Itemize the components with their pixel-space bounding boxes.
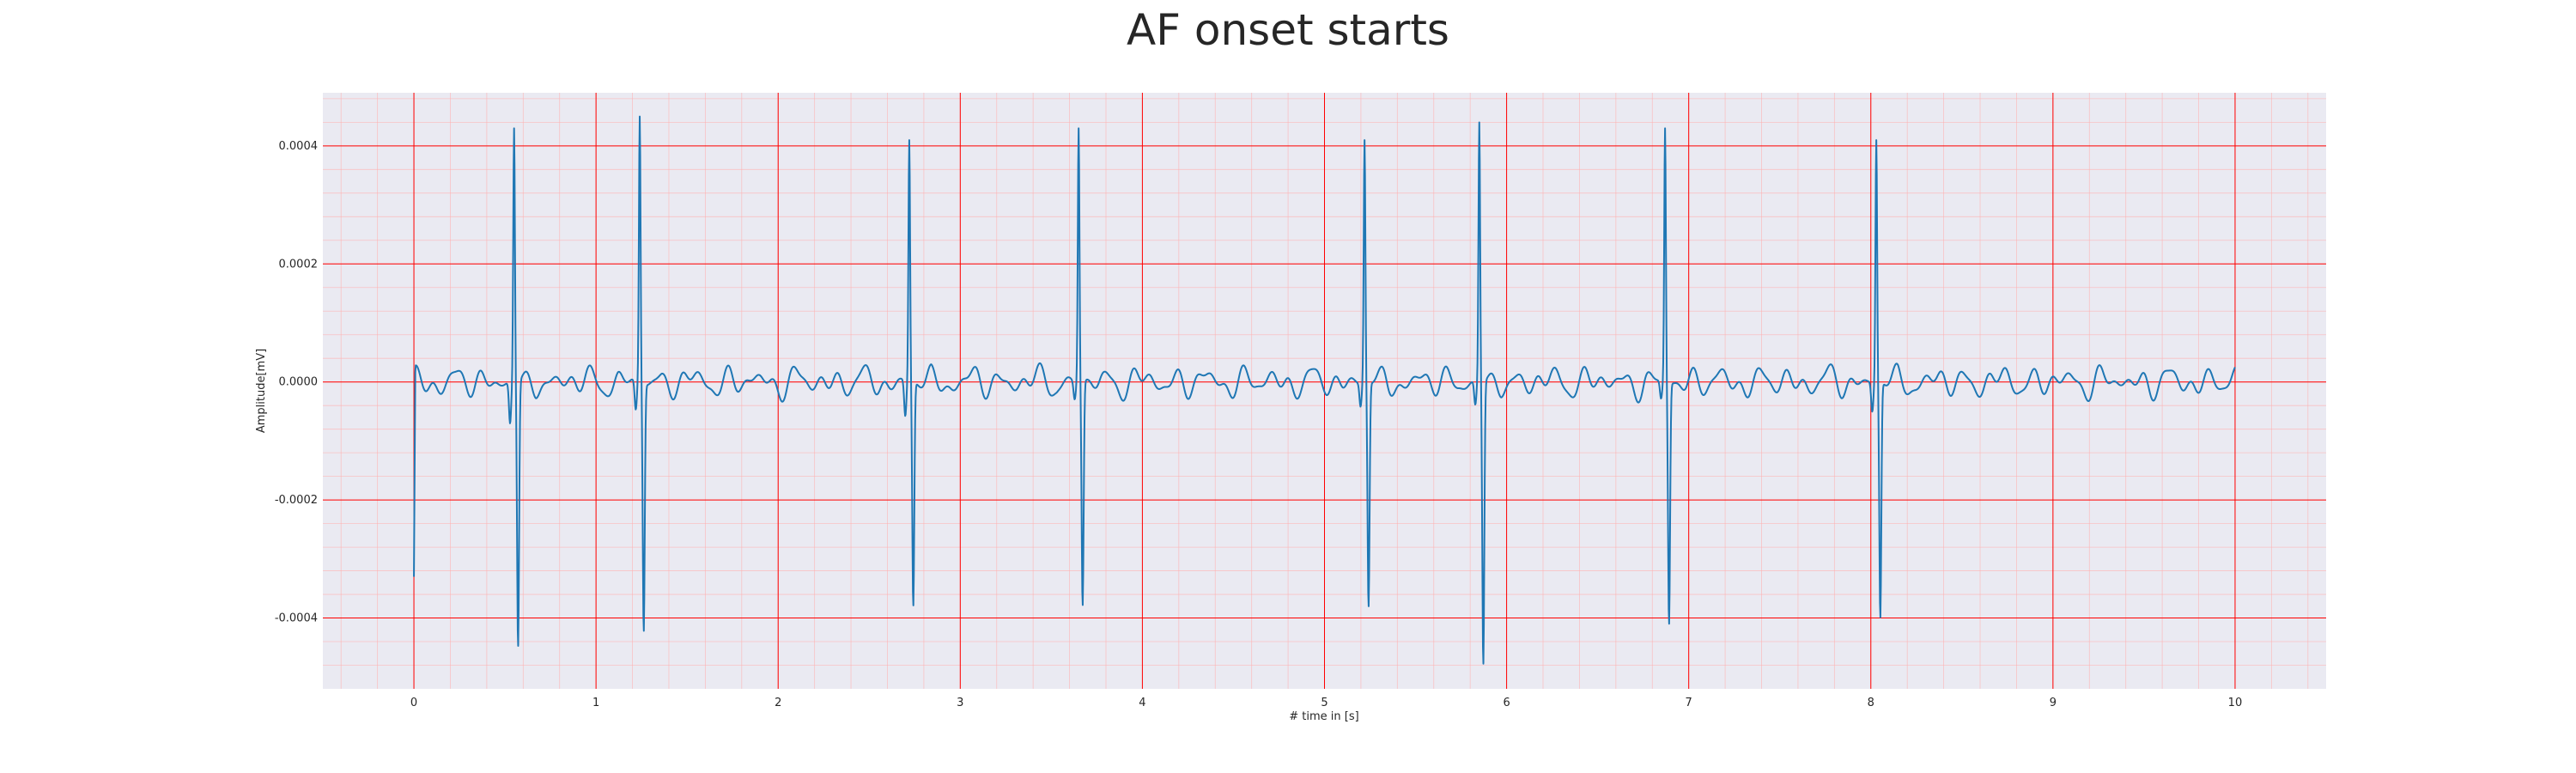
y-tick-label: 0.0004 bbox=[279, 140, 319, 153]
x-tick-label: 7 bbox=[1686, 697, 1692, 709]
x-tick-label: 5 bbox=[1321, 697, 1327, 709]
chart-title: AF onset starts bbox=[1127, 5, 1449, 55]
x-axis-label: # time in [s] bbox=[1289, 710, 1358, 723]
y-tick-label: 0.0002 bbox=[279, 258, 319, 271]
x-tick-labels: 0 1 2 3 4 5 6 7 8 9 10 bbox=[410, 697, 2242, 709]
series-layer bbox=[413, 115, 2236, 665]
y-tick-label: 0.0000 bbox=[279, 376, 319, 389]
x-tick-label: 1 bbox=[592, 697, 599, 709]
x-tick-label: 3 bbox=[957, 697, 963, 709]
x-tick-label: 9 bbox=[2050, 697, 2057, 709]
y-tick-label: -0.0004 bbox=[275, 612, 318, 625]
y-axis-label: Amplitude[mV] bbox=[255, 349, 268, 433]
y-tick-labels: 0.0004 0.0002 0.0000 -0.0002 -0.0004 bbox=[275, 140, 318, 625]
x-tick-label: 10 bbox=[2228, 697, 2243, 709]
x-tick-label: 0 bbox=[410, 697, 417, 709]
x-tick-label: 8 bbox=[1868, 697, 1874, 709]
y-tick-label: -0.0002 bbox=[275, 494, 318, 507]
x-tick-label: 6 bbox=[1503, 697, 1510, 709]
major-grid bbox=[323, 93, 2326, 689]
x-tick-label: 2 bbox=[775, 697, 781, 709]
ecg-series-line bbox=[413, 115, 2236, 665]
x-tick-label: 4 bbox=[1139, 697, 1145, 709]
